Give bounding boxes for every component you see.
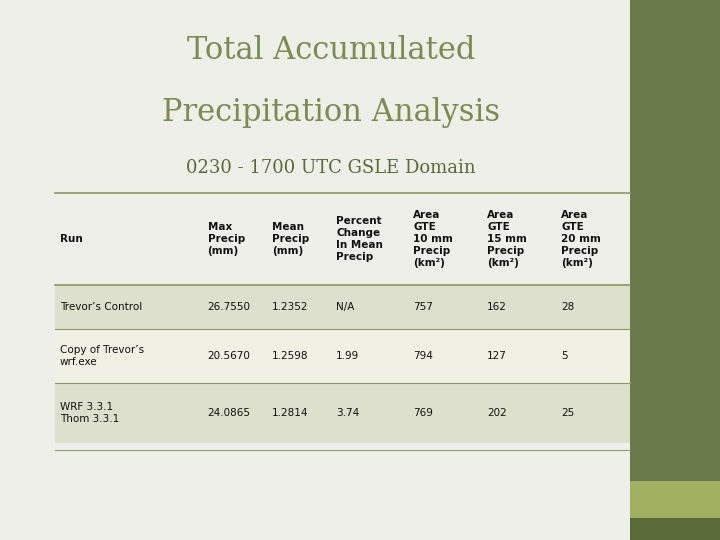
Text: Mean
Precip
(mm): Mean Precip (mm) xyxy=(272,222,309,255)
Text: Percent
Change
In Mean
Precip: Percent Change In Mean Precip xyxy=(336,215,383,262)
Text: N/A: N/A xyxy=(336,302,354,312)
Text: 1.99: 1.99 xyxy=(336,352,359,361)
Text: 757: 757 xyxy=(413,302,433,312)
Text: Trevor’s Control: Trevor’s Control xyxy=(60,302,142,312)
Text: Area
GTE
20 mm
Precip
(km²): Area GTE 20 mm Precip (km²) xyxy=(561,210,601,268)
Text: 1.2352: 1.2352 xyxy=(272,302,308,312)
Text: Run: Run xyxy=(60,234,83,244)
Text: 202: 202 xyxy=(487,408,507,418)
Text: 5: 5 xyxy=(561,352,568,361)
Text: Copy of Trevor’s
wrf.exe: Copy of Trevor’s wrf.exe xyxy=(60,346,144,367)
Text: Max
Precip
(mm): Max Precip (mm) xyxy=(207,222,245,255)
Text: WRF 3.3.1
Thom 3.3.1: WRF 3.3.1 Thom 3.3.1 xyxy=(60,402,119,424)
Text: Precipitation Analysis: Precipitation Analysis xyxy=(162,97,500,128)
Text: 1.2598: 1.2598 xyxy=(272,352,308,361)
Text: Area
GTE
10 mm
Precip
(km²): Area GTE 10 mm Precip (km²) xyxy=(413,210,453,268)
Text: 769: 769 xyxy=(413,408,433,418)
Text: 0230 - 1700 UTC GSLE Domain: 0230 - 1700 UTC GSLE Domain xyxy=(186,159,476,177)
Text: 26.7550: 26.7550 xyxy=(207,302,251,312)
Text: 28: 28 xyxy=(561,302,575,312)
Text: 162: 162 xyxy=(487,302,507,312)
Text: 20.5670: 20.5670 xyxy=(207,352,251,361)
Text: 24.0865: 24.0865 xyxy=(207,408,251,418)
Text: 3.74: 3.74 xyxy=(336,408,359,418)
Text: Area
GTE
15 mm
Precip
(km²): Area GTE 15 mm Precip (km²) xyxy=(487,210,527,268)
Text: 794: 794 xyxy=(413,352,433,361)
Text: 1.2814: 1.2814 xyxy=(272,408,308,418)
Text: Total Accumulated: Total Accumulated xyxy=(187,35,475,66)
Text: 127: 127 xyxy=(487,352,507,361)
Text: 25: 25 xyxy=(561,408,575,418)
